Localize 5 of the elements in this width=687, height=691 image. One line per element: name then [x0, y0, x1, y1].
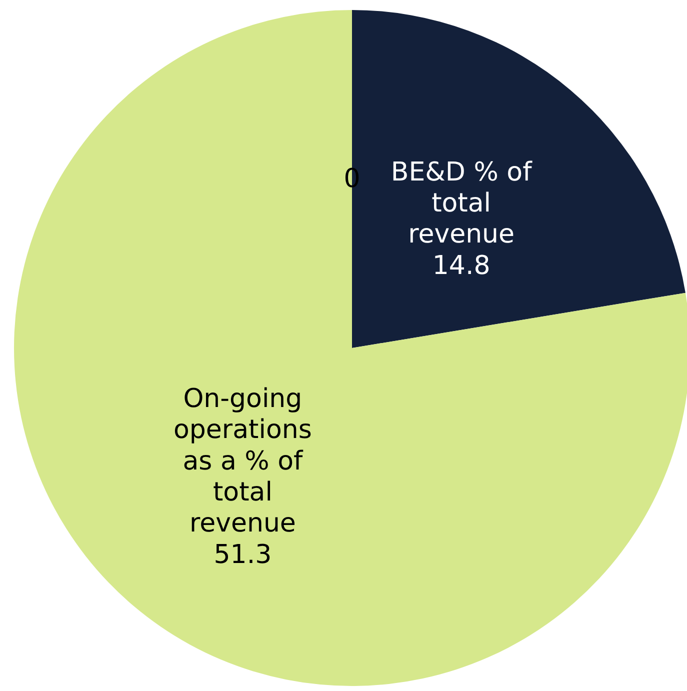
- slice-label: On-going operations as a % of total revenue: [173, 384, 312, 539]
- slice-label: BE&D % of total revenue: [390, 157, 533, 250]
- text: 0: [344, 164, 360, 194]
- data-label: 51.3: [214, 540, 272, 570]
- data-label: 14.8: [432, 250, 490, 281]
